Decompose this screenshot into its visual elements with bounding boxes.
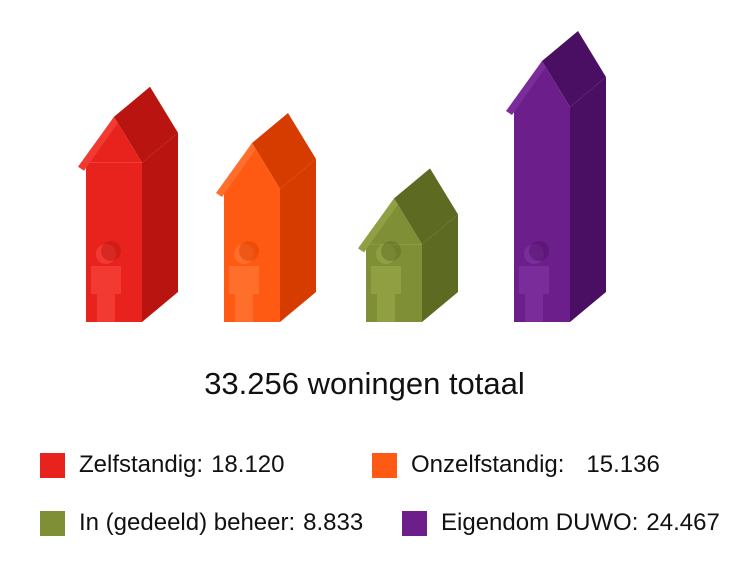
legend-swatch-eigendom <box>402 510 427 536</box>
legend-item-zelfstandig: Zelfstandig: 18.120 <box>40 451 284 479</box>
person-icon <box>91 241 121 322</box>
legend-value-onzelfstandig: 15.136 <box>586 451 660 478</box>
person-icon <box>371 241 401 322</box>
house-roof-beheer <box>358 198 398 253</box>
house-roof-side-eigendom <box>542 31 606 107</box>
house-eigendom <box>506 31 606 322</box>
houses-chart <box>78 31 606 322</box>
house-gable-onzelfstandig <box>224 143 280 189</box>
house-gable-beheer <box>366 198 422 245</box>
house-gable-eigendom <box>514 61 570 107</box>
legend-item-beheer: In (gedeeld) beheer: 8.833 <box>40 509 363 537</box>
person-icon <box>229 241 259 322</box>
house-side-zelfstandig <box>142 132 178 322</box>
legend-label-zelfstandig: Zelfstandig: <box>79 451 204 478</box>
house-side-eigendom <box>570 77 606 322</box>
legend-label-onzelfstandig: Onzelfstandig: <box>411 451 565 478</box>
legend-item-eigendom: Eigendom DUWO: 24.467 <box>402 509 720 537</box>
house-roof-onzelfstandig <box>216 143 256 197</box>
house-roof-side-beheer <box>394 168 458 245</box>
house-side-beheer <box>422 214 458 322</box>
legend-item-onzelfstandig: Onzelfstandig: 15.136 <box>372 451 660 479</box>
house-zelfstandig <box>78 86 178 322</box>
legend-label-beheer: In (gedeeld) beheer: <box>79 509 296 536</box>
legend-swatch-beheer <box>40 510 65 536</box>
house-roof-side-zelfstandig <box>114 86 178 163</box>
legend-swatch-onzelfstandig <box>372 452 397 478</box>
house-roof-side-onzelfstandig <box>252 113 316 189</box>
legend-value-eigendom: 24.467 <box>646 509 720 536</box>
house-roof-zelfstandig <box>78 116 118 171</box>
house-side-onzelfstandig <box>280 159 316 322</box>
house-roof-eigendom <box>506 61 546 115</box>
total-label: 33.256 woningen totaal <box>204 366 525 401</box>
legend-label-eigendom: Eigendom DUWO: <box>441 509 639 536</box>
house-beheer <box>358 168 458 322</box>
legend-value-beheer: 8.833 <box>303 509 364 536</box>
legend-swatch-zelfstandig <box>40 452 65 478</box>
person-icon <box>519 241 549 322</box>
house-gable-zelfstandig <box>86 116 142 163</box>
legend-value-zelfstandig: 18.120 <box>211 451 285 478</box>
house-onzelfstandig <box>216 113 316 322</box>
